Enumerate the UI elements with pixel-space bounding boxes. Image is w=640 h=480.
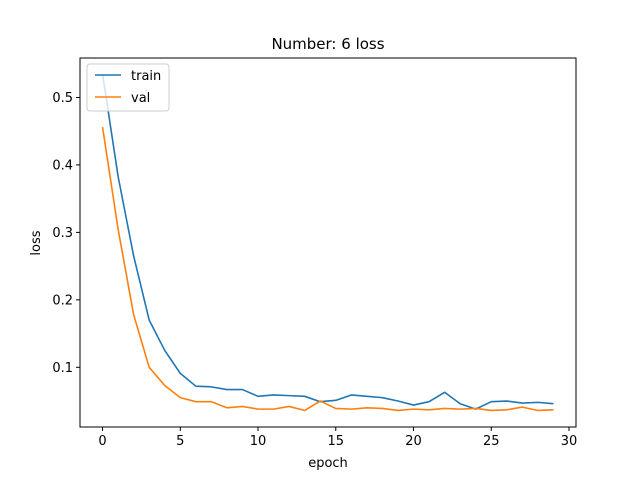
x-tick-label: 5 <box>176 434 184 449</box>
y-ticks: 0.1 0.2 0.3 0.4 0.5 <box>52 91 80 376</box>
y-tick-label: 0.3 <box>52 226 73 241</box>
series-layer <box>101 73 554 412</box>
x-axis-label: epoch <box>308 456 348 471</box>
y-tick-label: 0.5 <box>52 91 73 106</box>
x-tick-label: 30 <box>561 434 578 449</box>
x-tick-label: 0 <box>98 434 106 449</box>
plot-area: 0 5 10 15 20 25 30 0.1 0.2 0.3 0.4 0.5 <box>52 57 577 449</box>
y-tick-label: 0.1 <box>52 361 73 376</box>
x-tick-label: 15 <box>328 434 345 449</box>
series-line-val <box>101 127 554 412</box>
chart-title: Number: 6 loss <box>271 35 384 53</box>
legend: train val <box>86 63 170 112</box>
x-ticks: 0 5 10 15 20 25 30 <box>98 427 577 449</box>
x-tick-label: 25 <box>483 434 500 449</box>
legend-label-train: train <box>131 69 161 84</box>
axes-frame <box>79 57 577 428</box>
y-tick-label: 0.2 <box>52 293 73 308</box>
y-tick-label: 0.4 <box>52 158 73 173</box>
series-line-train <box>101 73 554 410</box>
legend-label-val: val <box>131 91 150 106</box>
x-tick-label: 20 <box>405 434 422 449</box>
x-tick-label: 10 <box>250 434 267 449</box>
y-axis-label: loss <box>29 230 44 255</box>
